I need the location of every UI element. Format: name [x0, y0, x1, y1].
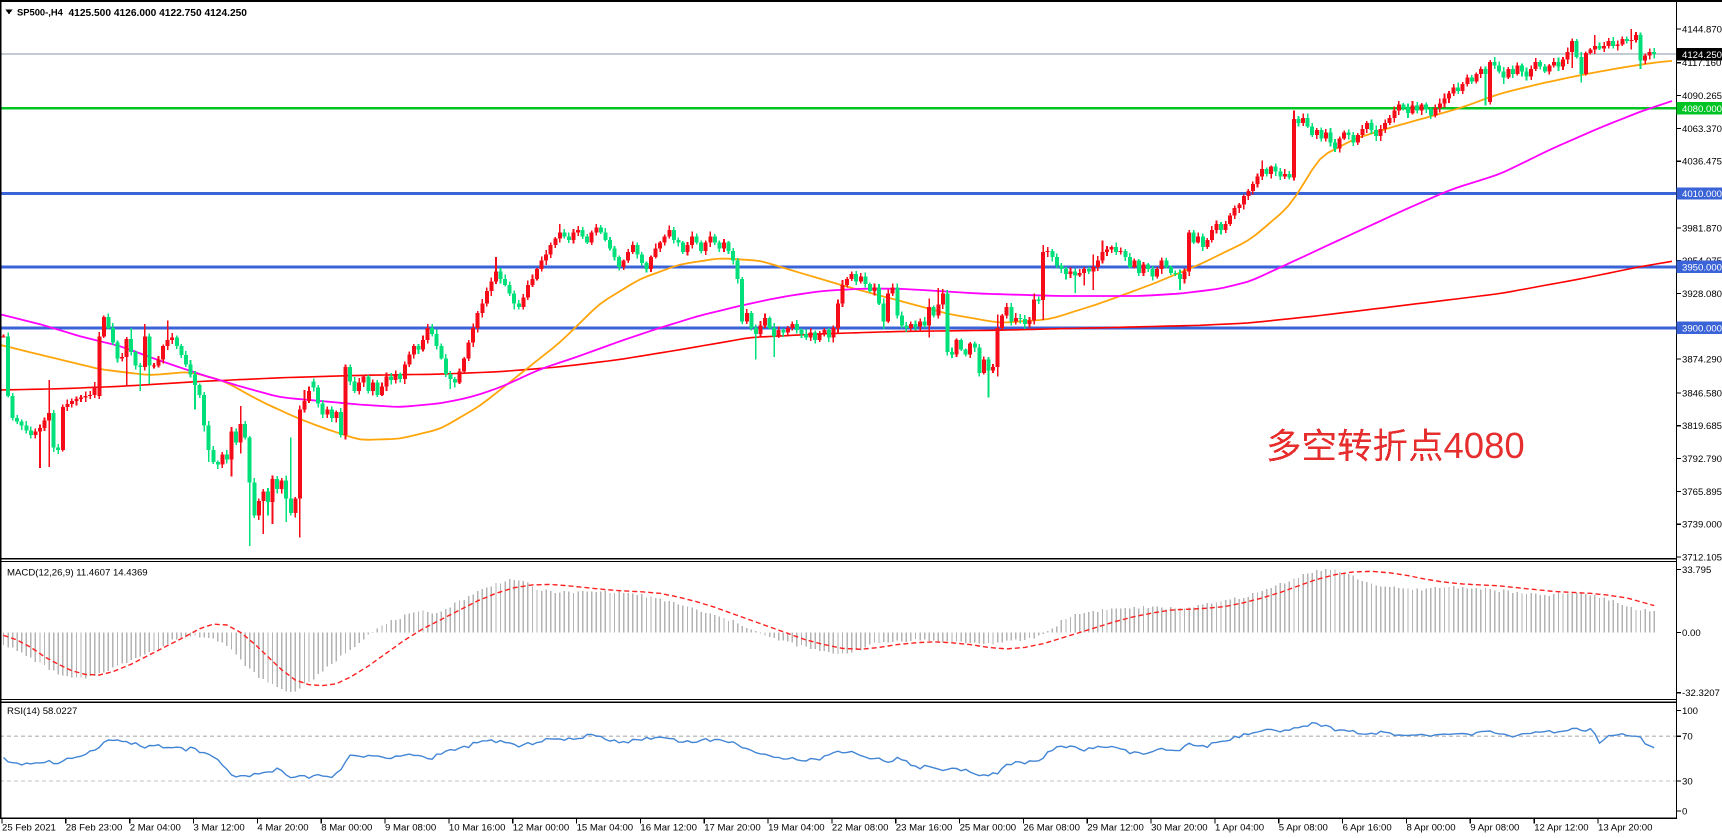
svg-text:3765.895: 3765.895 — [1682, 487, 1722, 498]
svg-text:MACD(12,26,9) 11.4607 14.4369: MACD(12,26,9) 11.4607 14.4369 — [7, 568, 148, 579]
svg-text:-32.3207: -32.3207 — [1682, 688, 1720, 699]
svg-text:13 Apr 20:00: 13 Apr 20:00 — [1598, 823, 1652, 834]
svg-text:3739.000: 3739.000 — [1682, 520, 1722, 531]
svg-text:23 Mar 16:00: 23 Mar 16:00 — [896, 823, 953, 834]
svg-text:0.00: 0.00 — [1682, 628, 1701, 639]
svg-text:26 Mar 08:00: 26 Mar 08:00 — [1023, 823, 1080, 834]
svg-text:4090.265: 4090.265 — [1682, 91, 1722, 102]
svg-text:3792.790: 3792.790 — [1682, 454, 1722, 465]
svg-text:4124.250: 4124.250 — [1682, 50, 1722, 61]
svg-text:10 Mar 16:00: 10 Mar 16:00 — [449, 823, 506, 834]
svg-text:30 Mar 20:00: 30 Mar 20:00 — [1151, 823, 1208, 834]
svg-text:22 Mar 08:00: 22 Mar 08:00 — [832, 823, 889, 834]
svg-text:19 Mar 04:00: 19 Mar 04:00 — [768, 823, 825, 834]
svg-text:3874.290: 3874.290 — [1682, 355, 1722, 366]
svg-text:4010.000: 4010.000 — [1682, 189, 1722, 200]
svg-text:4144.870: 4144.870 — [1682, 24, 1722, 35]
svg-text:2 Mar 04:00: 2 Mar 04:00 — [130, 823, 181, 834]
svg-text:3900.000: 3900.000 — [1682, 323, 1722, 334]
svg-text:12 Mar 00:00: 12 Mar 00:00 — [513, 823, 570, 834]
svg-text:17 Mar 20:00: 17 Mar 20:00 — [704, 823, 761, 834]
svg-text:4036.475: 4036.475 — [1682, 157, 1722, 168]
svg-text:4125.500 4126.000 4122.750 412: 4125.500 4126.000 4122.750 4124.250 — [69, 8, 248, 19]
svg-text:4080.000: 4080.000 — [1682, 104, 1722, 115]
svg-text:16 Mar 12:00: 16 Mar 12:00 — [640, 823, 697, 834]
svg-text:3950.000: 3950.000 — [1682, 262, 1722, 273]
svg-text:3846.580: 3846.580 — [1682, 388, 1722, 399]
svg-text:25 Mar 00:00: 25 Mar 00:00 — [960, 823, 1017, 834]
svg-text:30: 30 — [1682, 776, 1693, 787]
svg-text:4117.160: 4117.160 — [1682, 58, 1721, 69]
svg-text:3 Mar 12:00: 3 Mar 12:00 — [194, 823, 245, 834]
svg-text:29 Mar 12:00: 29 Mar 12:00 — [1087, 823, 1144, 834]
svg-text:15 Mar 04:00: 15 Mar 04:00 — [577, 823, 634, 834]
svg-text:3981.870: 3981.870 — [1682, 223, 1722, 234]
svg-text:6 Apr 16:00: 6 Apr 16:00 — [1343, 823, 1392, 834]
svg-text:4 Mar 20:00: 4 Mar 20:00 — [257, 823, 308, 834]
svg-text:8 Apr 00:00: 8 Apr 00:00 — [1407, 823, 1456, 834]
svg-text:3819.685: 3819.685 — [1682, 421, 1722, 432]
svg-text:3928.080: 3928.080 — [1682, 289, 1722, 300]
svg-text:RSI(14) 58.0227: RSI(14) 58.0227 — [7, 706, 77, 717]
svg-text:1 Apr 04:00: 1 Apr 04:00 — [1215, 823, 1264, 834]
svg-text:100: 100 — [1682, 706, 1698, 717]
svg-text:5 Apr 08:00: 5 Apr 08:00 — [1279, 823, 1328, 834]
svg-text:9 Apr 08:00: 9 Apr 08:00 — [1470, 823, 1519, 834]
svg-text:25 Feb 2021: 25 Feb 2021 — [2, 823, 56, 834]
svg-text:8 Mar 00:00: 8 Mar 00:00 — [321, 823, 372, 834]
svg-text:4063.370: 4063.370 — [1682, 124, 1722, 135]
svg-text:28 Feb 23:00: 28 Feb 23:00 — [66, 823, 123, 834]
svg-text:4080: 4080 — [1444, 425, 1525, 466]
svg-text:SP500-,H4: SP500-,H4 — [17, 6, 64, 17]
svg-text:9 Mar 08:00: 9 Mar 08:00 — [385, 823, 436, 834]
svg-text:12 Apr 12:00: 12 Apr 12:00 — [1534, 823, 1588, 834]
svg-text:3712.105: 3712.105 — [1682, 552, 1722, 563]
svg-text:0: 0 — [1682, 806, 1687, 817]
svg-text:33.795: 33.795 — [1682, 565, 1711, 576]
svg-text:70: 70 — [1682, 732, 1693, 743]
